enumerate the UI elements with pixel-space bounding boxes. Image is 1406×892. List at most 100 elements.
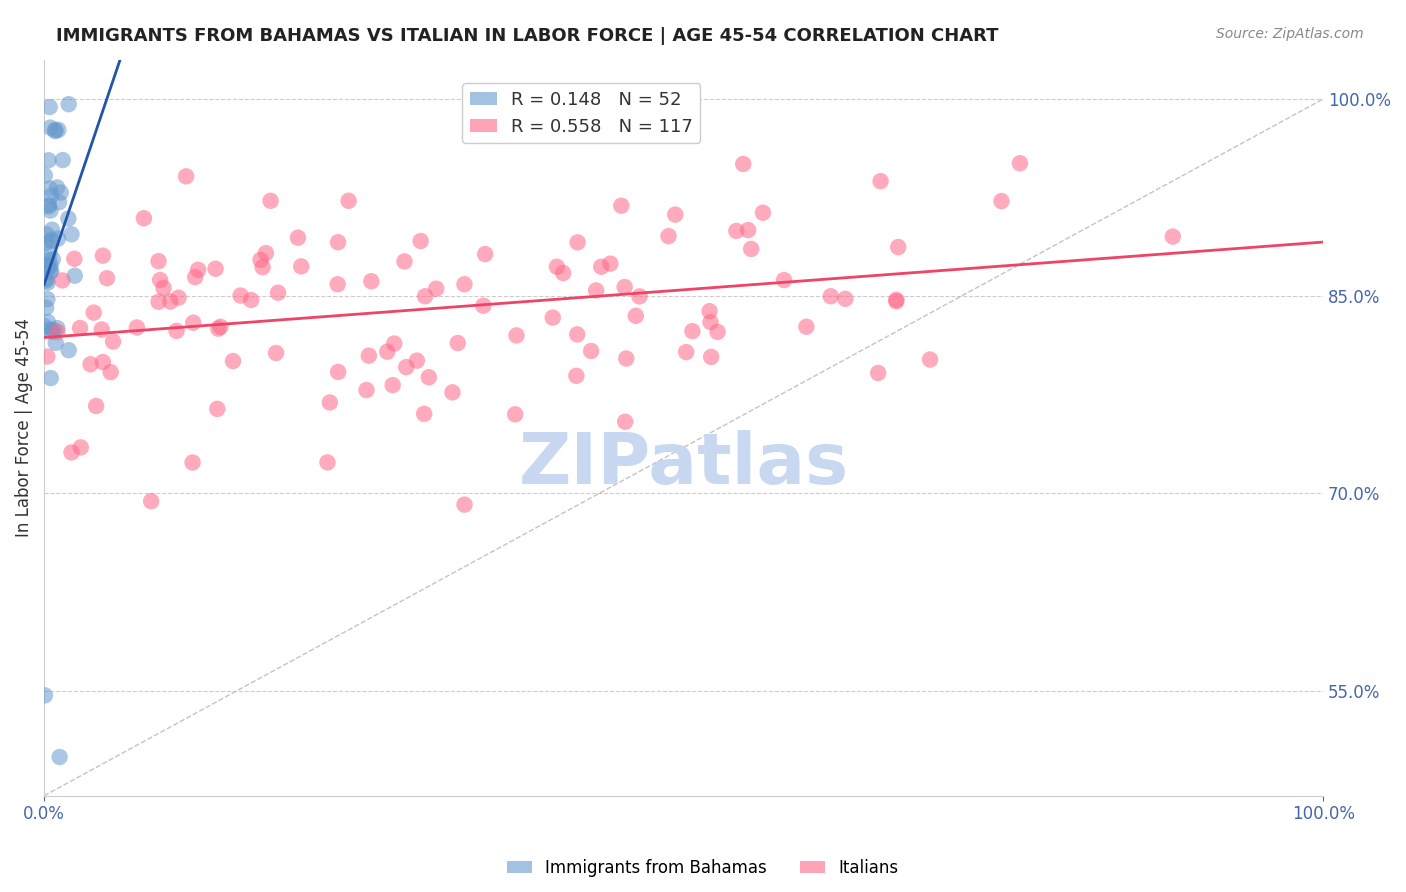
Italians: [319, 395, 342, 409]
Italians: [699, 315, 721, 329]
Italians: [174, 169, 197, 184]
Immigrants from Bahamas: [49, 186, 72, 200]
Immigrants from Bahamas: [39, 265, 62, 279]
Italians: [579, 343, 602, 358]
Italians: [141, 494, 163, 508]
Immigrants from Bahamas: [39, 120, 62, 135]
Immigrants from Bahamas: [35, 227, 58, 242]
Italians: [706, 325, 728, 339]
Immigrants from Bahamas: [42, 323, 65, 337]
Italians: [918, 352, 941, 367]
Italians: [125, 320, 148, 334]
Italians: [152, 281, 174, 295]
Immigrants from Bahamas: [39, 203, 62, 218]
Italians: [1008, 156, 1031, 170]
Immigrants from Bahamas: [44, 124, 66, 138]
Immigrants from Bahamas: [45, 335, 67, 350]
Italians: [249, 252, 271, 267]
Italians: [628, 289, 651, 303]
Italians: [886, 293, 908, 307]
Italians: [834, 292, 856, 306]
Immigrants from Bahamas: [60, 227, 83, 242]
Immigrants from Bahamas: [34, 236, 56, 251]
Italians: [326, 235, 349, 250]
Italians: [381, 378, 404, 392]
Italians: [737, 223, 759, 237]
Italians: [453, 277, 475, 292]
Italians: [567, 327, 589, 342]
Italians: [207, 401, 229, 416]
Italians: [148, 294, 170, 309]
Immigrants from Bahamas: [38, 260, 60, 275]
Text: IMMIGRANTS FROM BAHAMAS VS ITALIAN IN LABOR FORCE | AGE 45-54 CORRELATION CHART: IMMIGRANTS FROM BAHAMAS VS ITALIAN IN LA…: [56, 27, 998, 45]
Italians: [588, 95, 610, 109]
Italians: [752, 205, 775, 219]
Italians: [187, 263, 209, 277]
Italians: [209, 319, 232, 334]
Immigrants from Bahamas: [39, 234, 62, 248]
Italians: [69, 321, 91, 335]
Immigrants from Bahamas: [37, 276, 59, 290]
Italians: [425, 282, 447, 296]
Italians: [591, 260, 613, 274]
Italians: [773, 273, 796, 287]
Italians: [60, 445, 83, 459]
Italians: [567, 235, 589, 250]
Italians: [360, 274, 382, 288]
Immigrants from Bahamas: [48, 195, 70, 210]
Italians: [1161, 229, 1184, 244]
Italians: [884, 294, 907, 309]
Immigrants from Bahamas: [38, 245, 60, 260]
Italians: [733, 157, 755, 171]
Italians: [503, 407, 526, 421]
Immigrants from Bahamas: [35, 258, 58, 272]
Italians: [184, 270, 207, 285]
Italians: [441, 385, 464, 400]
Immigrants from Bahamas: [58, 97, 80, 112]
Italians: [132, 211, 155, 226]
Italians: [69, 441, 91, 455]
Immigrants from Bahamas: [63, 268, 86, 283]
Immigrants from Bahamas: [38, 153, 60, 168]
Italians: [413, 407, 436, 421]
Italians: [159, 294, 181, 309]
Italians: [614, 415, 637, 429]
Italians: [100, 365, 122, 379]
Italians: [290, 260, 312, 274]
Italians: [413, 289, 436, 303]
Immigrants from Bahamas: [46, 123, 69, 137]
Italians: [84, 399, 107, 413]
Italians: [505, 328, 527, 343]
Italians: [326, 277, 349, 292]
Italians: [700, 350, 723, 364]
Italians: [252, 260, 274, 275]
Italians: [316, 455, 339, 469]
Immigrants from Bahamas: [39, 258, 62, 272]
Immigrants from Bahamas: [34, 319, 56, 334]
Italians: [624, 309, 647, 323]
Italians: [664, 208, 686, 222]
Immigrants from Bahamas: [35, 272, 58, 286]
Immigrants from Bahamas: [41, 223, 63, 237]
Italians: [90, 322, 112, 336]
Immigrants from Bahamas: [37, 292, 59, 306]
Italians: [394, 254, 416, 268]
Italians: [610, 199, 633, 213]
Immigrants from Bahamas: [38, 252, 60, 267]
Italians: [681, 324, 703, 338]
Immigrants from Bahamas: [41, 233, 63, 247]
Italians: [181, 316, 204, 330]
Italians: [259, 194, 281, 208]
Italians: [820, 289, 842, 303]
Italians: [585, 284, 607, 298]
Italians: [101, 334, 124, 349]
Italians: [326, 365, 349, 379]
Italians: [447, 336, 470, 351]
Immigrants from Bahamas: [52, 153, 75, 167]
Italians: [472, 299, 495, 313]
Italians: [990, 194, 1012, 208]
Italians: [287, 230, 309, 244]
Italians: [657, 229, 679, 244]
Italians: [229, 288, 252, 302]
Immigrants from Bahamas: [46, 232, 69, 246]
